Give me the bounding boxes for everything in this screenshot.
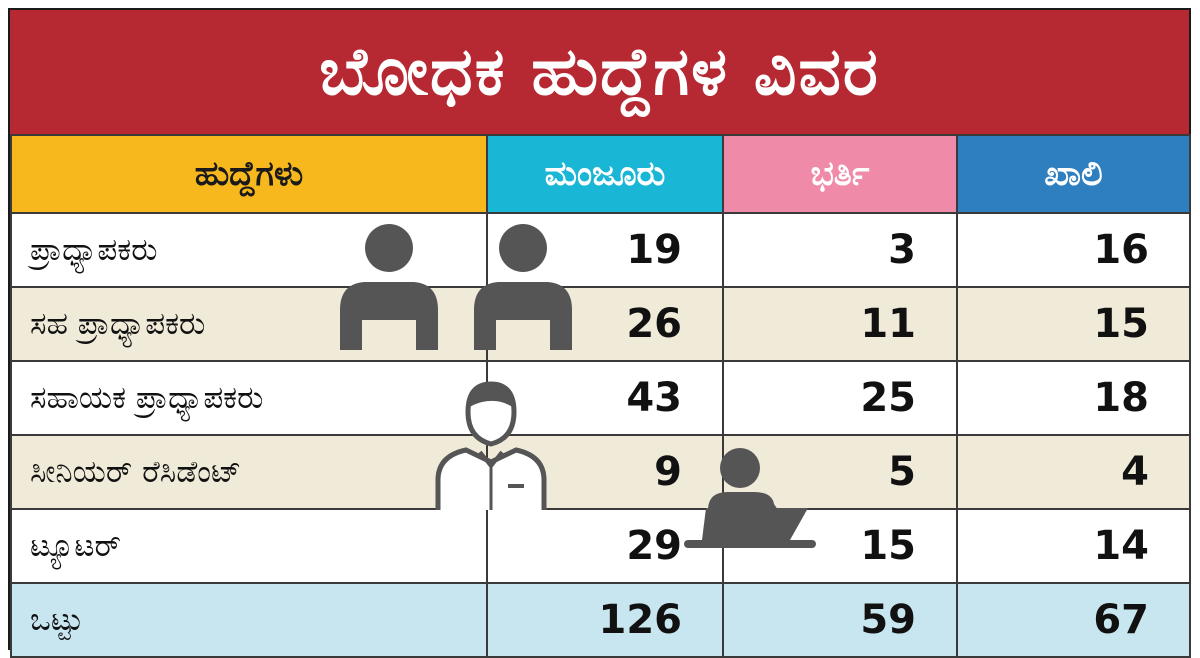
post-name: ಟ್ಯೂಟರ್ — [10, 508, 488, 584]
filled-value: 25 — [722, 360, 958, 436]
table-row: ಟ್ಯೂಟರ್ 29 15 14 — [10, 508, 1191, 584]
sanctioned-value: 43 — [486, 360, 724, 436]
filled-value: 5 — [722, 434, 958, 510]
title-banner: ಬೋಧಕ ಹುದ್ದೆಗಳ ವಿವರ — [10, 10, 1189, 134]
table-row: ಸಹ ಪ್ರಾಧ್ಯಾಪಕರು 26 11 15 — [10, 286, 1191, 362]
filled-value: 3 — [722, 212, 958, 288]
sanctioned-value: 19 — [486, 212, 724, 288]
header-sanctioned: ಮಂಜೂರು — [486, 134, 724, 214]
vacant-value: 18 — [956, 360, 1191, 436]
header-posts: ಹುದ್ದೆಗಳು — [10, 134, 488, 214]
table-header-row: ಹುದ್ದೆಗಳು ಮಂಜೂರು ಭರ್ತಿ ಖಾಲಿ — [10, 134, 1191, 214]
sanctioned-value: 26 — [486, 286, 724, 362]
sanctioned-value: 9 — [486, 434, 724, 510]
table-row: ಪ್ರಾಧ್ಯಾಪಕರು 19 3 16 — [10, 212, 1191, 288]
sanctioned-value: 29 — [486, 508, 724, 584]
header-vacant: ಖಾಲಿ — [956, 134, 1191, 214]
posts-table: ಹುದ್ದೆಗಳು ಮಂಜೂರು ಭರ್ತಿ ಖಾಲಿ ಪ್ರಾಧ್ಯಾಪಕರು… — [10, 134, 1191, 658]
total-label: ಒಟ್ಟು — [10, 582, 488, 658]
vacant-value: 4 — [956, 434, 1191, 510]
filled-value: 15 — [722, 508, 958, 584]
infographic-frame: ಬೋಧಕ ಹುದ್ದೆಗಳ ವಿವರ ಹುದ್ದೆಗಳು ಮಂಜೂರು ಭರ್ತ… — [8, 8, 1191, 658]
page-title: ಬೋಧಕ ಹುದ್ದೆಗಳ ವಿವರ — [319, 32, 880, 110]
total-sanctioned-value: 126 — [486, 582, 724, 658]
table-row: ಸಹಾಯಕ ಪ್ರಾಧ್ಯಾಪಕರು 43 25 18 — [10, 360, 1191, 436]
table-row: ಸೀನಿಯರ್ ರೆಸಿಡೆಂಟ್ 9 5 4 — [10, 434, 1191, 510]
header-filled: ಭರ್ತಿ — [722, 134, 958, 214]
vacant-value: 14 — [956, 508, 1191, 584]
total-vacant-value: 67 — [956, 582, 1191, 658]
total-row: ಒಟ್ಟು 126 59 67 — [10, 582, 1191, 658]
vacant-value: 16 — [956, 212, 1191, 288]
post-name: ಸಹ ಪ್ರಾಧ್ಯಾಪಕರು — [10, 286, 488, 362]
total-filled-value: 59 — [722, 582, 958, 658]
vacant-value: 15 — [956, 286, 1191, 362]
post-name: ಸೀನಿಯರ್ ರೆಸಿಡೆಂಟ್ — [10, 434, 488, 510]
post-name: ಪ್ರಾಧ್ಯಾಪಕರು — [10, 212, 488, 288]
post-name: ಸಹಾಯಕ ಪ್ರಾಧ್ಯಾಪಕರು — [10, 360, 488, 436]
filled-value: 11 — [722, 286, 958, 362]
